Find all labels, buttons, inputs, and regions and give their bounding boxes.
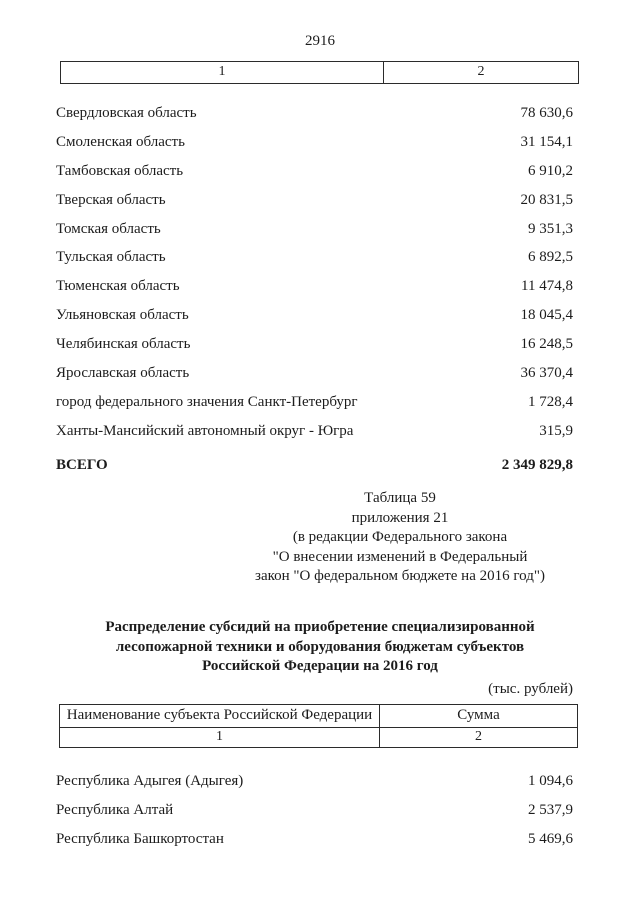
header-row: Наименование субъекта Российской Федерац… xyxy=(60,705,577,727)
total-row: ВСЕГО 2 349 829,8 xyxy=(56,457,573,474)
table-row: Тверская область 20 831,5 xyxy=(56,191,573,220)
column-index-2: 2 xyxy=(475,729,482,744)
table-row: Смоленская область 31 154,1 xyxy=(56,133,573,162)
region-name: Республика Алтай xyxy=(56,801,174,818)
region-amount: 31 154,1 xyxy=(520,133,574,150)
region-amount: 20 831,5 xyxy=(520,191,574,208)
continuation-table-header: 1 2 xyxy=(60,61,579,84)
annotation-line: "О внесении изменений в Федеральный xyxy=(272,548,528,565)
region-name: Ярославская область xyxy=(56,365,190,382)
region-amount: 9 351,3 xyxy=(528,220,573,237)
column-index-1: 1 xyxy=(61,62,384,83)
region-amount: 1 094,6 xyxy=(528,773,573,789)
annotation-line: закон "О федеральном бюджете на 2016 год… xyxy=(255,568,545,584)
region-name: Томская область xyxy=(56,220,161,237)
table-row: город федерального значения Санкт-Петерб… xyxy=(56,393,573,422)
table-row: Свердловская область 78 630,6 xyxy=(56,104,573,133)
table-row: Ульяновская область 18 045,4 xyxy=(56,306,573,335)
units-note: (тыс. рублей) xyxy=(488,681,573,697)
region-name: Ханты-Мансийский автономный округ - Югра xyxy=(56,422,354,439)
region-allocation-list: Свердловская область 78 630,6 Смоленская… xyxy=(56,104,573,451)
region-amount: 11 474,8 xyxy=(521,278,573,295)
total-amount: 2 349 829,8 xyxy=(501,457,573,473)
region-amount: 36 370,4 xyxy=(520,365,574,382)
table-row: Томская область 9 351,3 xyxy=(56,220,573,249)
region-name: Смоленская область xyxy=(56,133,185,150)
region-amount: 6 892,5 xyxy=(528,249,573,266)
column-index-2: 2 xyxy=(477,64,485,79)
region-amount: 16 248,5 xyxy=(520,336,574,353)
subheader-row: 1 2 xyxy=(60,727,577,747)
annotation-line: Таблица 59 xyxy=(364,490,436,506)
total-label: ВСЕГО xyxy=(56,457,108,473)
region-amount: 18 045,4 xyxy=(520,307,574,324)
region-name: Тверская область xyxy=(56,191,166,208)
header-cell-region: Наименование субъекта Российской Федерац… xyxy=(60,705,380,727)
table-row: Тульская область 6 892,5 xyxy=(56,248,573,277)
column-index-1: 1 xyxy=(60,728,380,747)
region-amount: 2 537,9 xyxy=(528,801,573,818)
region-name: Республика Адыгея (Адыгея) xyxy=(56,773,244,789)
region-amount: 78 630,6 xyxy=(520,105,574,121)
region-name: Тульская область xyxy=(56,249,166,266)
region-name: Тамбовская область xyxy=(56,162,184,179)
region-name: Челябинская область xyxy=(56,336,191,353)
table-row: Ханты-Мансийский автономный округ - Югра… xyxy=(56,422,573,451)
region-name: Свердловская область xyxy=(56,105,197,121)
title-line: Российской Федерации на 2016 год xyxy=(202,658,438,674)
table-row: Республика Башкортостан 5 469,6 xyxy=(56,830,573,859)
table-row: Республика Алтай 2 537,9 xyxy=(56,801,573,830)
table-row: Тамбовская область 6 910,2 xyxy=(56,162,573,191)
region-name: город федерального значения Санкт-Петерб… xyxy=(56,393,358,410)
subsidy-region-list: Республика Адыгея (Адыгея) 1 094,6 Респу… xyxy=(56,772,573,859)
region-name: Ульяновская область xyxy=(56,307,189,324)
region-name: Республика Башкортостан xyxy=(56,830,224,847)
region-amount: 6 910,2 xyxy=(528,162,573,179)
region-amount: 5 469,6 xyxy=(528,830,573,847)
region-amount: 315,9 xyxy=(539,422,573,439)
title-line: Распределение субсидий на приобретение с… xyxy=(105,619,535,635)
title-line: лесопожарной техники и оборудования бюдж… xyxy=(115,638,525,655)
document-title: Распределение субсидий на приобретение с… xyxy=(60,618,580,677)
table-row: Челябинская область 16 248,5 xyxy=(56,335,573,364)
table-row: Ярославская область 36 370,4 xyxy=(56,364,573,393)
subsidy-table-header: Наименование субъекта Российской Федерац… xyxy=(59,704,578,748)
region-amount: 1 728,4 xyxy=(528,393,573,410)
annotation-line: (в редакции Федерального закона xyxy=(292,529,508,545)
table-row: Тюменская область 11 474,8 xyxy=(56,277,573,306)
table-row: Республика Адыгея (Адыгея) 1 094,6 xyxy=(56,772,573,801)
table-annotation: Таблица 59 приложения 21 (в редакции Фед… xyxy=(225,489,575,587)
annotation-line: приложения 21 xyxy=(351,509,449,526)
region-name: Тюменская область xyxy=(56,278,180,295)
header-cell-sum: Сумма xyxy=(457,707,500,723)
page-number: 2916 xyxy=(305,33,335,49)
